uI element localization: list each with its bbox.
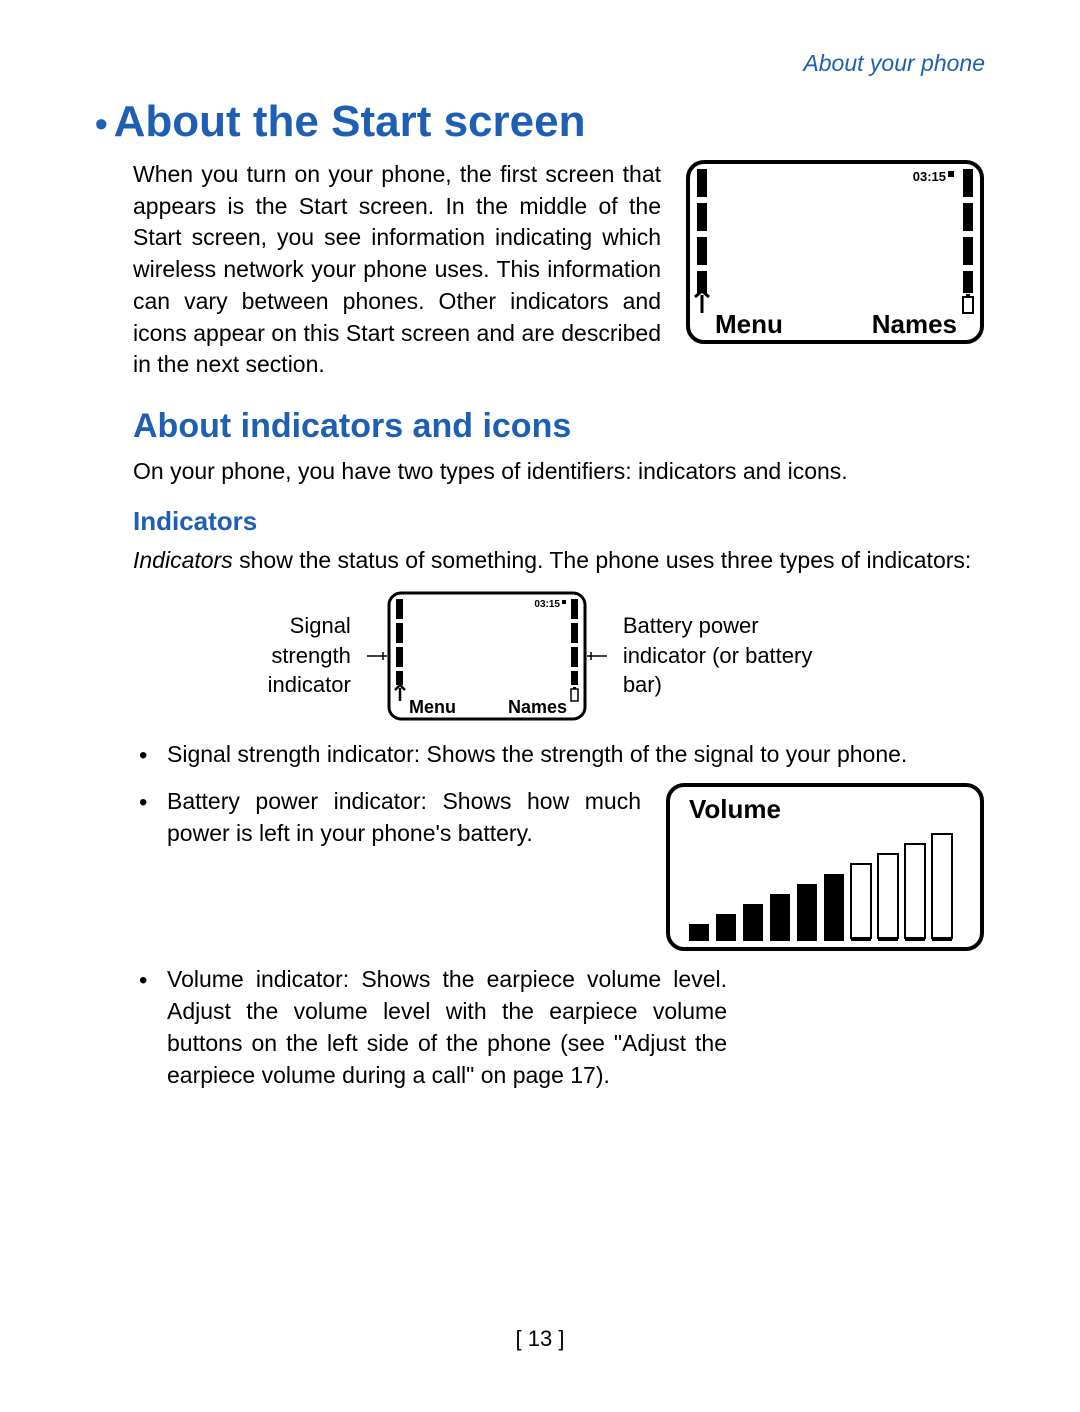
heading-indicators: Indicators xyxy=(133,506,985,537)
bullet-signal: Signal strength indicator: Shows the str… xyxy=(133,739,985,771)
clock-text-large: 03:15 xyxy=(913,169,946,184)
heading-indicators-icons: About indicators and icons xyxy=(133,407,985,446)
indicator-figure-row: Signal strength indicator xyxy=(95,589,985,723)
volume-figure: Volume xyxy=(665,782,985,952)
left-softkey-small: Menu xyxy=(409,697,456,717)
running-header: About your phone xyxy=(95,50,985,77)
indicators-intro-lead: Indicators xyxy=(133,547,233,573)
page-number: [ 13 ] xyxy=(0,1326,1080,1352)
left-softkey-large: Menu xyxy=(715,309,783,339)
identifiers-sentence: On your phone, you have two types of ide… xyxy=(133,456,985,488)
right-softkey-large: Names xyxy=(872,309,957,339)
indicators-intro: Indicators show the status of something.… xyxy=(133,545,985,577)
bullet-battery: Battery power indicator: Shows how much … xyxy=(167,786,641,849)
phone-screen-small-figure: 03:15 Menu Names xyxy=(367,589,607,723)
battery-power-label: Battery power indicator (or battery bar) xyxy=(623,611,813,700)
signal-strength-label: Signal strength indicator xyxy=(268,611,351,700)
phone-screen-large-figure: 03:15 Menu Names xyxy=(685,159,985,345)
intro-paragraph: When you turn on your phone, the first s… xyxy=(133,159,661,381)
h1-bullet-icon: • xyxy=(95,103,108,144)
bullet-battery-row: Battery power indicator: Shows how much … xyxy=(133,786,985,952)
indicator-bullet-list: Signal strength indicator: Shows the str… xyxy=(133,739,985,1092)
h1-text: About the Start screen xyxy=(114,97,586,146)
indicators-intro-rest: show the status of something. The phone … xyxy=(233,547,972,573)
heading-start-screen: •About the Start screen xyxy=(95,97,985,147)
right-softkey-small: Names xyxy=(508,697,567,717)
volume-title: Volume xyxy=(689,794,781,824)
bullet-volume: Volume indicator: Shows the earpiece vol… xyxy=(133,964,727,1091)
clock-text-small: 03:15 xyxy=(534,599,560,610)
